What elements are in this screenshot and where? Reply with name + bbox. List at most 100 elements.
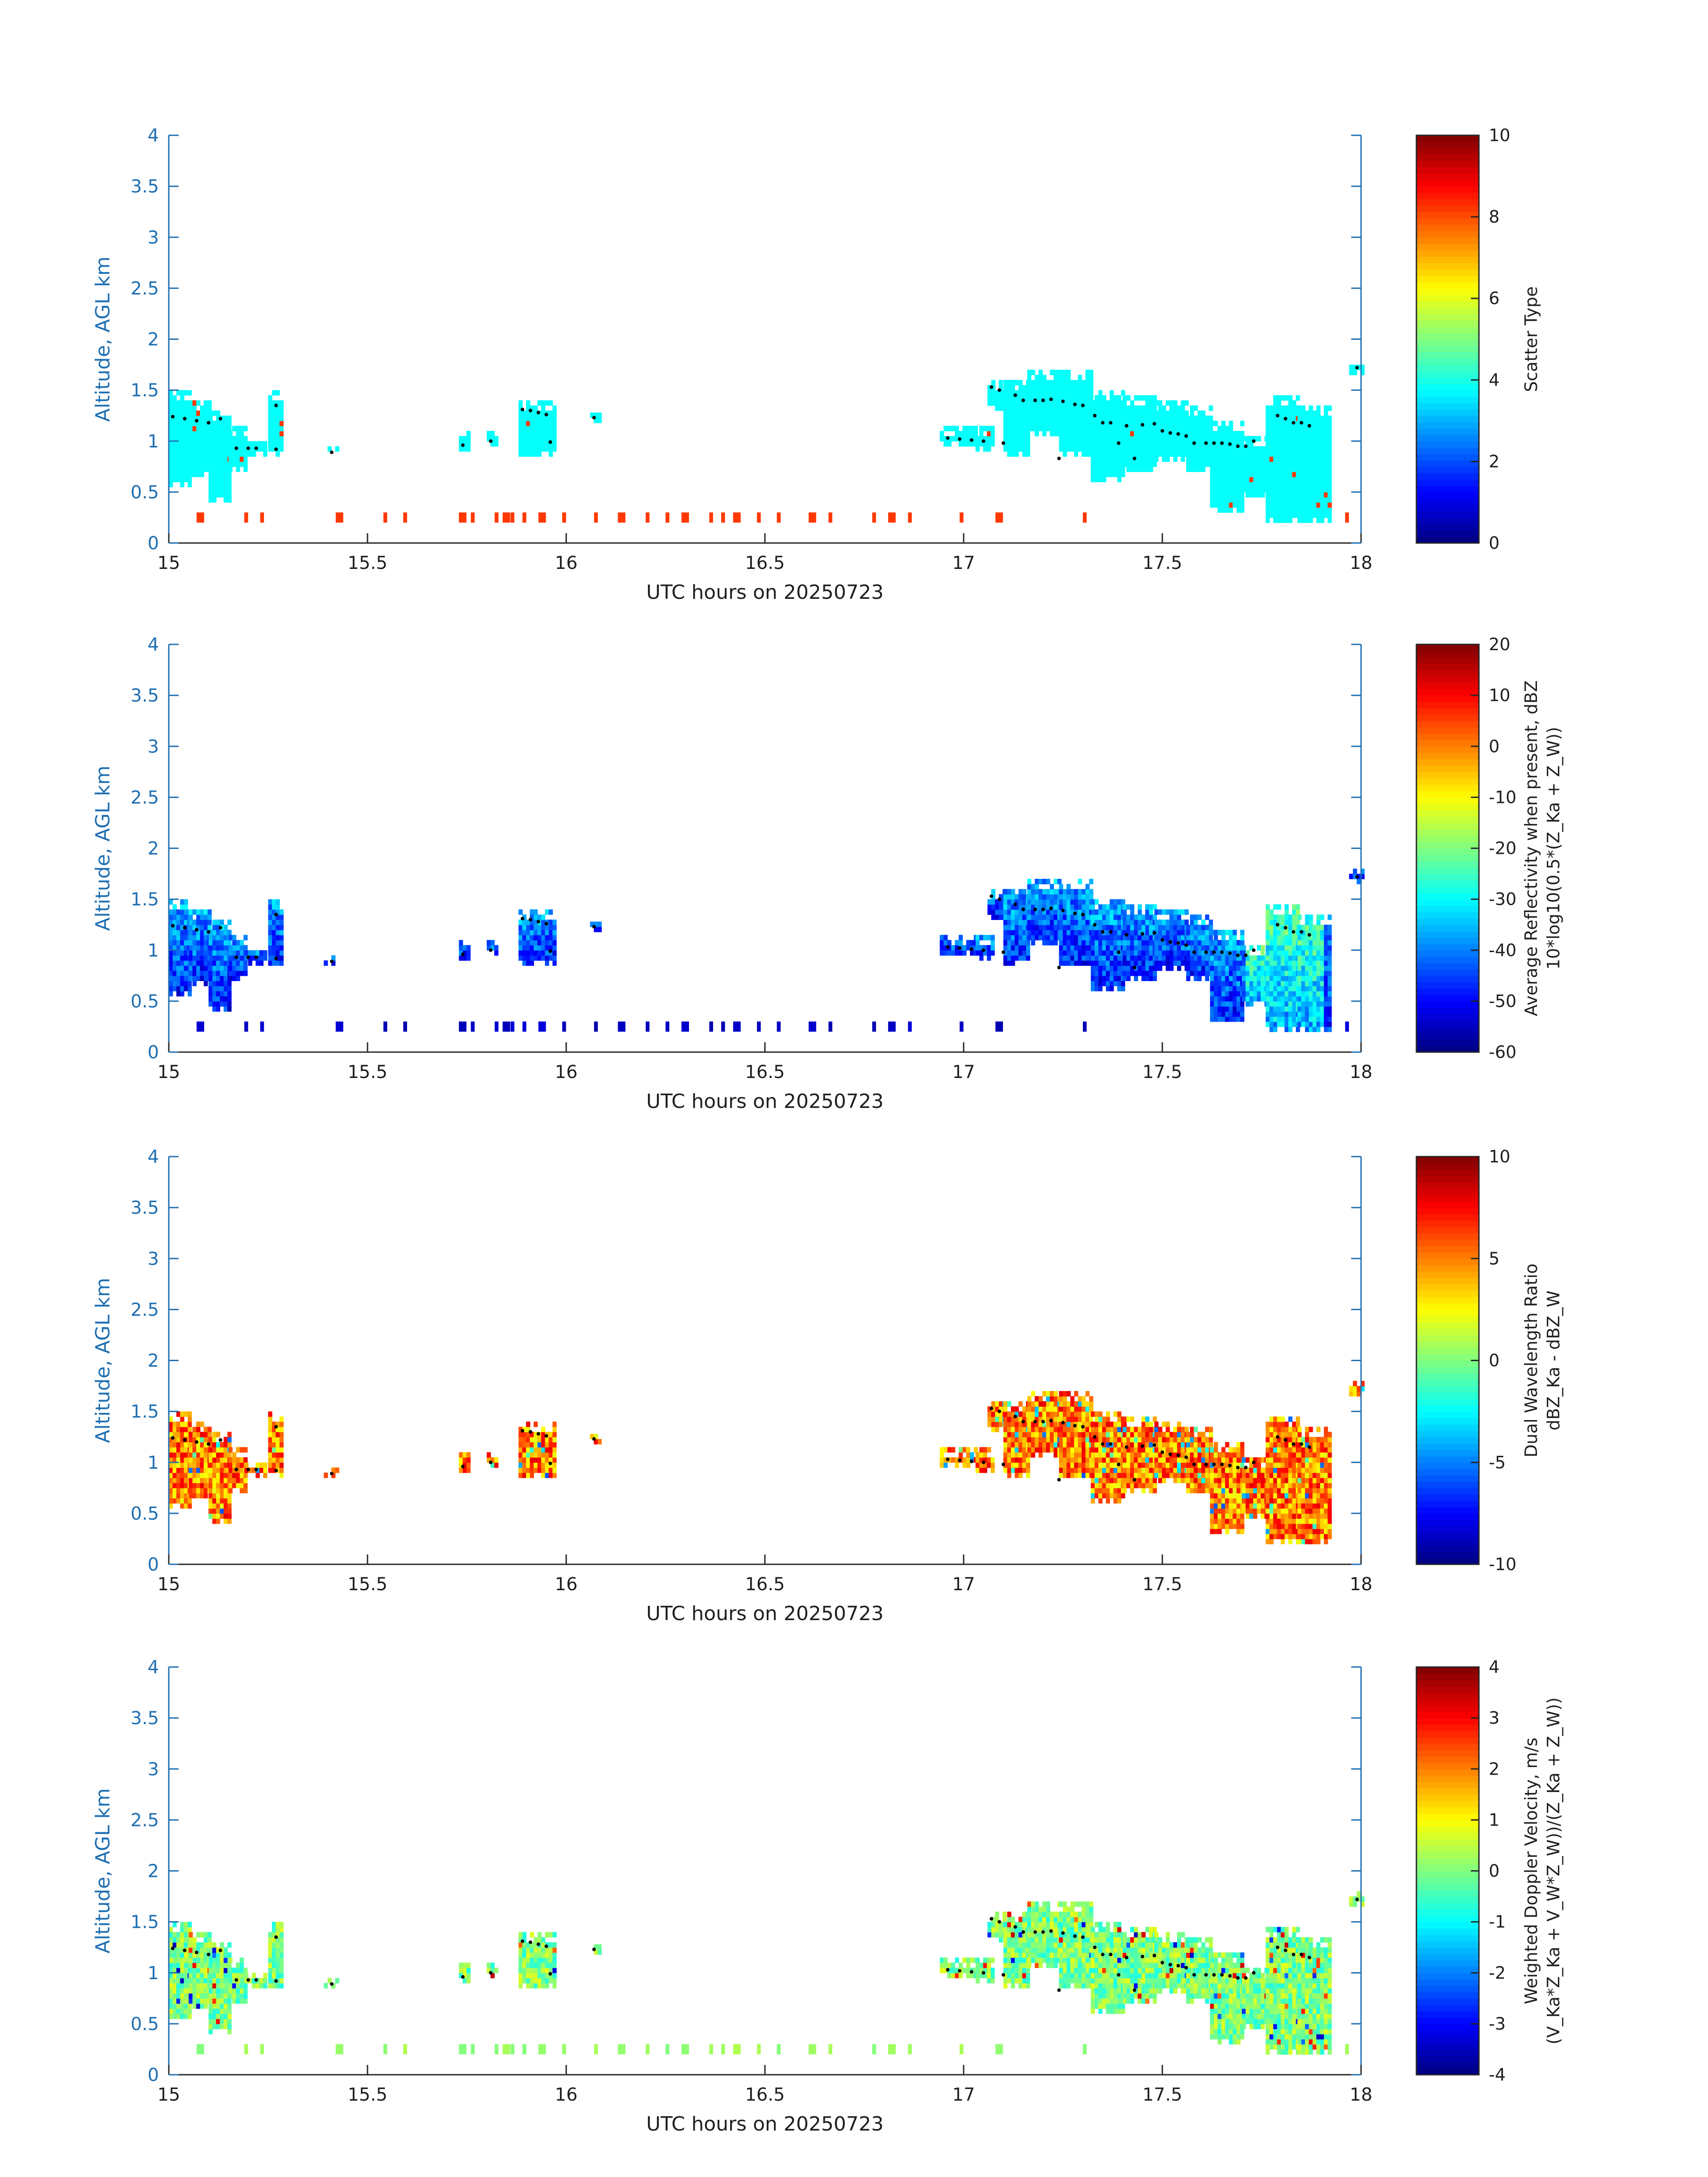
echo-cell [192, 472, 197, 477]
echo-cell [176, 1478, 181, 1483]
echo-cell [243, 1457, 248, 1463]
echo-cell [590, 921, 594, 927]
cloud-base-dot [1244, 953, 1248, 957]
echo-cell [947, 441, 952, 447]
echo-cell [188, 390, 192, 396]
echo-cell [1038, 930, 1043, 936]
echo-cell [276, 415, 280, 421]
echo-cell [526, 1457, 530, 1463]
echo-cell [1050, 380, 1054, 385]
echo-cell [995, 909, 999, 915]
echo-cell [1273, 517, 1278, 523]
echo-cell [526, 405, 530, 411]
echo-cell [1249, 955, 1254, 961]
echo-cell [1121, 981, 1125, 986]
echo-cell [223, 466, 228, 472]
echo-cell [212, 1472, 217, 1478]
echo-cell [1123, 935, 1127, 940]
echo-cell [1094, 421, 1099, 426]
echo-cell [212, 965, 217, 971]
surface-echo [808, 512, 816, 523]
echo-cell [1328, 955, 1332, 961]
echo-cell [1117, 909, 1122, 915]
echo-cell [1269, 430, 1274, 437]
echo-cell [209, 1483, 213, 1488]
echo-cell [1085, 446, 1090, 452]
echo-cell [1070, 441, 1075, 447]
echo-cell [204, 415, 208, 421]
echo-cell [1277, 981, 1282, 986]
echo-cell [1201, 415, 1206, 421]
echo-cell [209, 960, 213, 966]
echo-cell [1094, 456, 1099, 462]
echo-cell [1257, 955, 1261, 961]
echo-cell [1130, 960, 1135, 966]
echo-cell [180, 430, 184, 437]
echo-cell [1169, 436, 1174, 442]
echo-cell [268, 904, 272, 910]
echo-cell [1130, 415, 1135, 421]
echo-cell [1184, 919, 1189, 925]
echo-cell [1221, 497, 1226, 503]
colorbar-swatch [1416, 1033, 1479, 1040]
echo-cell [176, 909, 181, 915]
surface-echo [888, 512, 896, 523]
echo-cell [1137, 466, 1142, 472]
echo-cell [526, 1421, 530, 1427]
echo-cell [1094, 975, 1099, 981]
echo-cell [998, 909, 1003, 915]
echo-cell [1074, 894, 1078, 900]
echo-cell [192, 950, 197, 956]
surface-echo [383, 512, 388, 523]
echo-cell [220, 970, 224, 976]
echo-cell [1297, 451, 1302, 457]
echo-cell [1273, 904, 1278, 910]
echo-cell [1229, 476, 1233, 482]
echo-cell [180, 970, 184, 976]
echo-cell [1281, 492, 1285, 498]
echo-cell [1130, 456, 1135, 462]
echo-cell [204, 451, 208, 457]
echo-cell [1098, 955, 1102, 961]
echo-cell [552, 446, 557, 452]
echo-cell [1106, 904, 1110, 910]
echo-cell [548, 441, 553, 447]
echo-cell [1126, 456, 1131, 462]
echo-cell [998, 390, 1003, 396]
echo-cell [1190, 965, 1194, 971]
colorbar-swatch [1416, 759, 1479, 766]
echo-cell [1165, 441, 1170, 447]
echo-cell [1265, 945, 1270, 951]
echo-cell [1117, 461, 1122, 467]
echo-cell [169, 390, 173, 396]
echo-cell [1210, 461, 1215, 467]
echo-cell [1240, 1001, 1244, 1007]
echo-cell [1301, 1001, 1306, 1007]
echo-cell [196, 955, 200, 961]
colorbar-swatch [1416, 867, 1479, 874]
echo-cell [1253, 446, 1257, 452]
echo-cell [1137, 965, 1142, 971]
echo-cell [1007, 914, 1011, 920]
echo-cell [1090, 426, 1095, 431]
echo-cell [209, 436, 213, 442]
echo-cell [1328, 502, 1332, 508]
echo-cell [1053, 894, 1058, 900]
echo-cell [1015, 410, 1019, 416]
echo-cell [1305, 441, 1309, 447]
echo-cell [1158, 935, 1162, 940]
echo-cell [1177, 924, 1182, 930]
echo-cell [1137, 935, 1142, 940]
echo-cell [1214, 421, 1218, 426]
echo-cell [1320, 955, 1324, 961]
echo-cell [526, 451, 530, 457]
echo-cell [228, 441, 233, 447]
echo-cell [1038, 894, 1043, 900]
echo-cell [1035, 919, 1039, 925]
echo-cell [1007, 390, 1011, 396]
echo-cell [526, 945, 530, 951]
echo-cell [944, 935, 948, 940]
echo-cell [1137, 909, 1142, 915]
echo-cell [552, 935, 557, 940]
echo-cell [223, 1513, 228, 1519]
